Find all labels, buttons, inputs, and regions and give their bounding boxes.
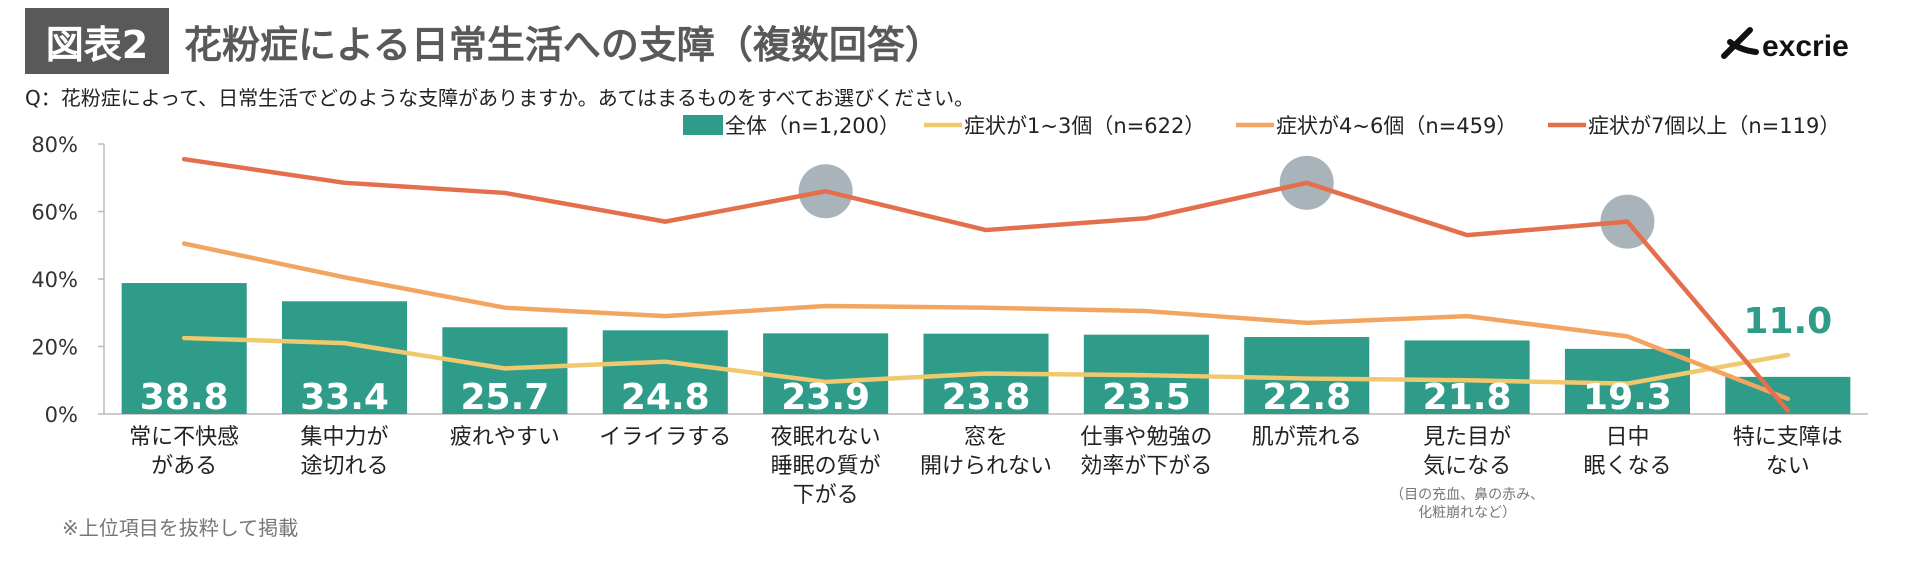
- x-tick-label: 下がる: [793, 483, 859, 508]
- excrie-logo: excrie: [1721, 27, 1849, 63]
- y-tick-label: 60%: [31, 201, 78, 225]
- bar: [763, 333, 889, 414]
- series-line: [181, 241, 1791, 402]
- series-line: [181, 335, 1791, 386]
- x-tick-label: 日中: [1605, 425, 1649, 450]
- bars: [121, 283, 1851, 414]
- x-tick-label: 効率が下がる: [1080, 454, 1212, 479]
- y-tick-label: 40%: [31, 268, 78, 292]
- logo-mark-icon: [1721, 27, 1759, 59]
- x-tick-label: 仕事や勉強の: [1080, 425, 1212, 450]
- bar: [1404, 340, 1530, 414]
- x-tick-label: 集中力が: [301, 425, 389, 450]
- x-tick-label: 開けられない: [920, 454, 1052, 479]
- x-tick-label: 気になる: [1423, 454, 1511, 479]
- footnote: ※上位項目を抜粋して掲載: [62, 516, 299, 540]
- legend-label: 症状が1~3個（n=622）: [964, 114, 1205, 138]
- question-text: Q：花粉症によって、日常生活でどのような支障がありますか。あてはまるものをすべて…: [25, 86, 975, 110]
- x-tick-label: 特に支障は: [1733, 425, 1843, 450]
- x-tick-note: 化粧崩れなど）: [1418, 505, 1516, 521]
- bar-value-label: 23.8: [942, 377, 1031, 418]
- legend-label: 症状が4~6個（n=459）: [1276, 114, 1517, 138]
- legend-label: 全体（n=1,200）: [725, 114, 900, 138]
- x-tick-label: 睡眠の質が: [771, 454, 881, 479]
- bar: [282, 301, 408, 414]
- series-line: [181, 156, 1791, 413]
- x-tick-label: 夜眠れない: [771, 425, 881, 450]
- x-tick-label: 常に不快感: [129, 425, 239, 450]
- bar-value-label: 23.9: [781, 377, 870, 418]
- x-tick-label: 疲れやすい: [450, 425, 560, 450]
- series-lines: [181, 156, 1791, 413]
- x-tick-label: 肌が荒れる: [1252, 425, 1362, 450]
- bar-value-label: 21.8: [1423, 377, 1512, 418]
- bar-value-label: 24.8: [621, 377, 710, 418]
- bar-value-label: 22.8: [1262, 377, 1351, 418]
- legend-swatch: [683, 115, 723, 135]
- figure-badge: 図表2: [25, 8, 169, 74]
- bar: [121, 283, 247, 414]
- x-tick-label: 窓を: [964, 425, 1008, 450]
- bar-value-label: 19.3: [1583, 377, 1672, 418]
- x-tick-label: 眠くなる: [1583, 454, 1671, 479]
- y-tick-label: 0%: [45, 403, 78, 427]
- legend-label: 症状が7個以上（n=119）: [1588, 114, 1840, 138]
- x-tick-label: ない: [1766, 454, 1810, 479]
- bar-value-label: 11.0: [1743, 301, 1832, 342]
- x-tick-note: （目の充血、鼻の赤み、: [1390, 486, 1544, 503]
- x-tick-label: 見た目が: [1423, 425, 1511, 450]
- bar-value-label: 23.5: [1102, 377, 1191, 418]
- bar-value-label: 25.7: [460, 377, 549, 418]
- x-tick-label: イライラする: [599, 425, 731, 450]
- page-title: 花粉症による日常生活への支障（複数回答）: [184, 23, 943, 67]
- x-tick-label: 途切れる: [301, 454, 389, 479]
- bar-value-label: 33.4: [300, 377, 389, 418]
- y-tick-label: 20%: [31, 336, 78, 360]
- logo-text: excrie: [1762, 30, 1849, 63]
- bar-value-label: 38.8: [140, 377, 229, 418]
- bar: [602, 330, 728, 414]
- legend: 全体（n=1,200） 症状が1~3個（n=622） 症状が4~6個（n=459） 症…: [683, 114, 1840, 138]
- y-tick-label: 80%: [31, 133, 78, 157]
- bar-value-labels: 38.8 33.4 25.7 24.8 23.9 23.8 23.5 22.8 21.8 19.3…: [140, 301, 1832, 418]
- x-tick-label: がある: [151, 454, 217, 479]
